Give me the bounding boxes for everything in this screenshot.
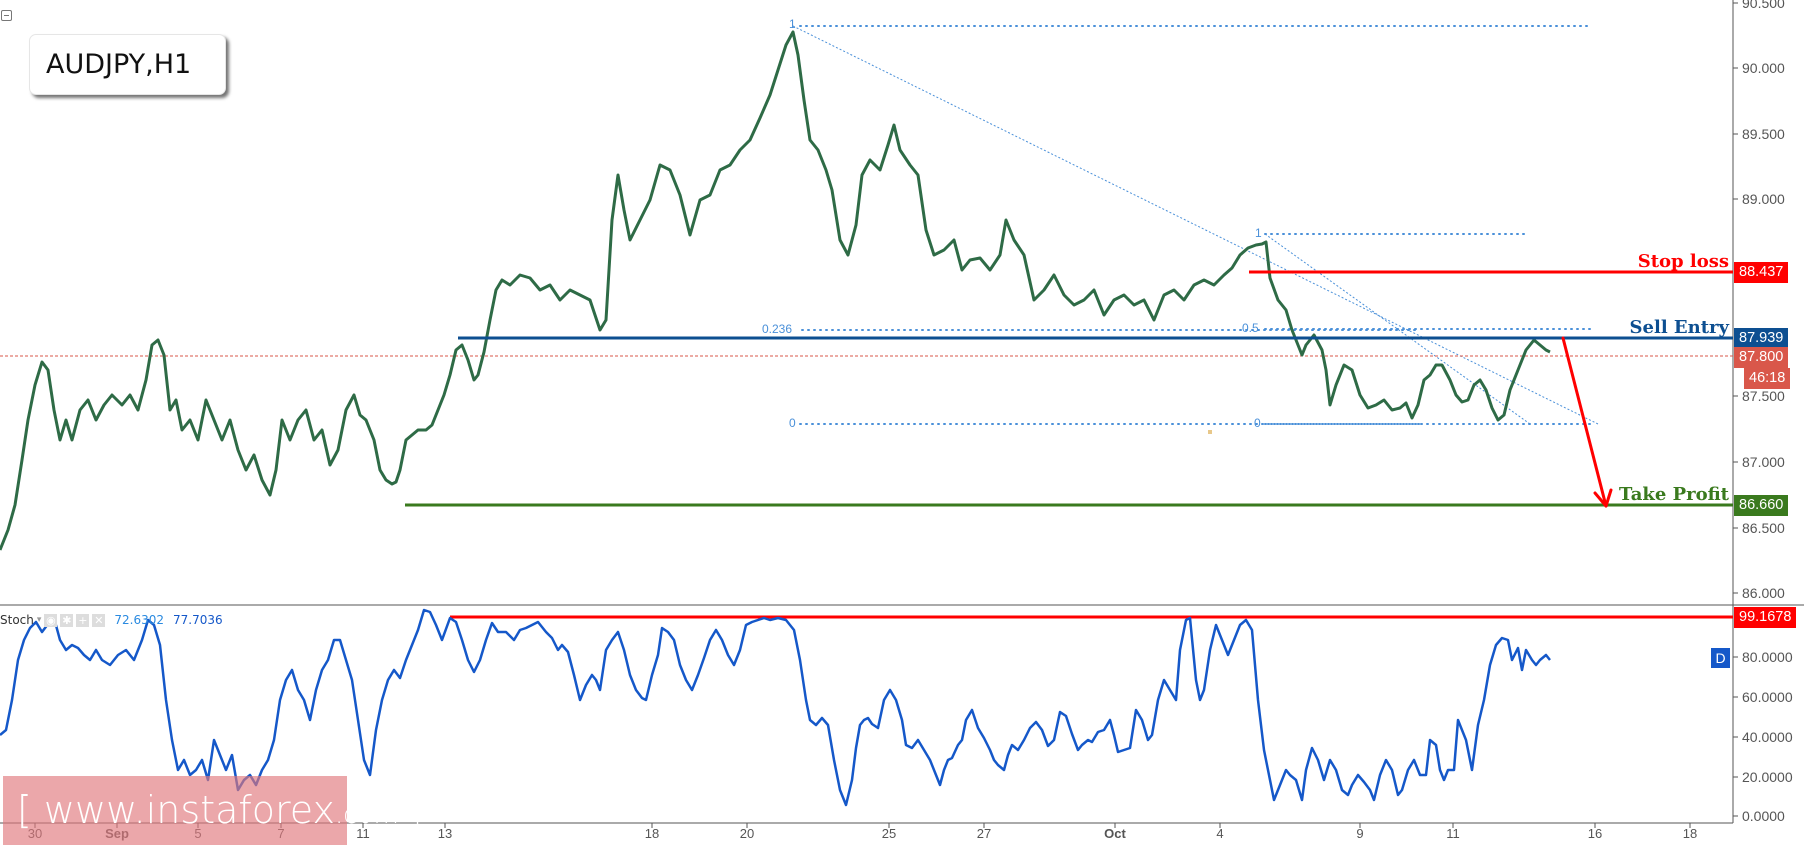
sell-entry-label: Sell Entry bbox=[1629, 317, 1729, 338]
price-tick: 90.500 bbox=[1742, 0, 1785, 11]
stoch-tick: 80.0000 bbox=[1742, 649, 1793, 665]
fib-second-label-0: 0 bbox=[1254, 416, 1261, 430]
stoch-k-value: 72.6302 bbox=[114, 613, 165, 627]
chevron-down-icon[interactable]: ▾ bbox=[36, 615, 42, 625]
stoch-tick: 20.0000 bbox=[1742, 769, 1793, 785]
fib-second bbox=[1264, 233, 1591, 425]
time-tick: 25 bbox=[881, 826, 897, 841]
watermark-domain: www.instaforex bbox=[43, 788, 335, 832]
watermark-tld: .com bbox=[335, 800, 399, 830]
close-icon[interactable]: ✕ bbox=[92, 613, 106, 627]
time-tick: Oct bbox=[1104, 826, 1126, 841]
time-tick: 13 bbox=[437, 826, 453, 841]
current-price-tag: 87.800 bbox=[1734, 347, 1789, 368]
watermark-bracket: [ bbox=[17, 788, 32, 832]
eye-icon[interactable]: ◉ bbox=[44, 613, 58, 627]
stoch-header: Stoch ▾ ◉ ✱ + ✕ 72.6302 77.7036 bbox=[0, 613, 223, 627]
time-tick: 4 bbox=[1216, 826, 1224, 841]
marker bbox=[1208, 430, 1212, 434]
time-tick: 18 bbox=[644, 826, 660, 841]
fib-main bbox=[799, 25, 1591, 425]
stoch-name: Stoch bbox=[0, 613, 34, 627]
time-tick: 9 bbox=[1356, 826, 1364, 841]
stoch-d-value: 77.7036 bbox=[173, 613, 223, 627]
price-tick: 89.000 bbox=[1742, 191, 1785, 207]
plus-icon[interactable]: + bbox=[76, 613, 90, 627]
collapse-pane-icon[interactable] bbox=[1, 10, 12, 21]
stoch-tick: 0.0000 bbox=[1742, 808, 1785, 824]
time-tick: 11 bbox=[1446, 826, 1460, 841]
price-tick: 87.000 bbox=[1742, 454, 1785, 470]
price-tick: 86.000 bbox=[1742, 585, 1785, 601]
stop-loss-price-tag: 88.437 bbox=[1734, 262, 1789, 283]
fib-main-label-0: 0 bbox=[789, 416, 796, 430]
price-tick: 90.000 bbox=[1742, 60, 1785, 76]
stoch-d-badge[interactable]: D bbox=[1711, 648, 1730, 668]
fib-main-trendline bbox=[792, 25, 1599, 425]
fib-main-label-0236: 0.236 bbox=[762, 322, 793, 336]
price-tick: 86.500 bbox=[1742, 520, 1785, 536]
stoch-level-tag: 99.1678 bbox=[1734, 607, 1797, 628]
sell-arrow bbox=[1561, 336, 1613, 508]
time-tick: 16 bbox=[1587, 826, 1603, 841]
stoch-series bbox=[0, 608, 1551, 807]
watermark-bracket: ] bbox=[410, 800, 422, 830]
watermark: [ www.instaforex.com ] bbox=[3, 776, 421, 845]
fib-second-label-05: 0.5 bbox=[1242, 321, 1259, 335]
bar-countdown-tag: 46:18 bbox=[1744, 368, 1791, 389]
symbol-label: AUDJPY,H1 bbox=[29, 34, 226, 95]
fib-main-label-1: 1 bbox=[789, 17, 796, 31]
sell-entry-price-tag: 87.939 bbox=[1734, 328, 1789, 349]
time-tick: 18 bbox=[1682, 826, 1698, 841]
price-tick: 87.500 bbox=[1742, 388, 1785, 404]
price-series bbox=[0, 30, 1551, 551]
gear-icon[interactable]: ✱ bbox=[60, 613, 74, 627]
price-tick: 89.500 bbox=[1742, 126, 1785, 142]
time-tick: 20 bbox=[739, 826, 755, 841]
stoch-tick: 60.0000 bbox=[1742, 689, 1793, 705]
time-tick: 11 bbox=[356, 826, 370, 841]
take-profit-label: Take Profit bbox=[1619, 484, 1729, 505]
stoch-tick: 40.0000 bbox=[1742, 729, 1793, 745]
take-profit-price-tag: 86.660 bbox=[1734, 495, 1789, 516]
fib-second-label-1: 1 bbox=[1255, 226, 1262, 240]
stop-loss-label: Stop loss bbox=[1637, 251, 1729, 272]
time-tick: 27 bbox=[976, 826, 992, 841]
